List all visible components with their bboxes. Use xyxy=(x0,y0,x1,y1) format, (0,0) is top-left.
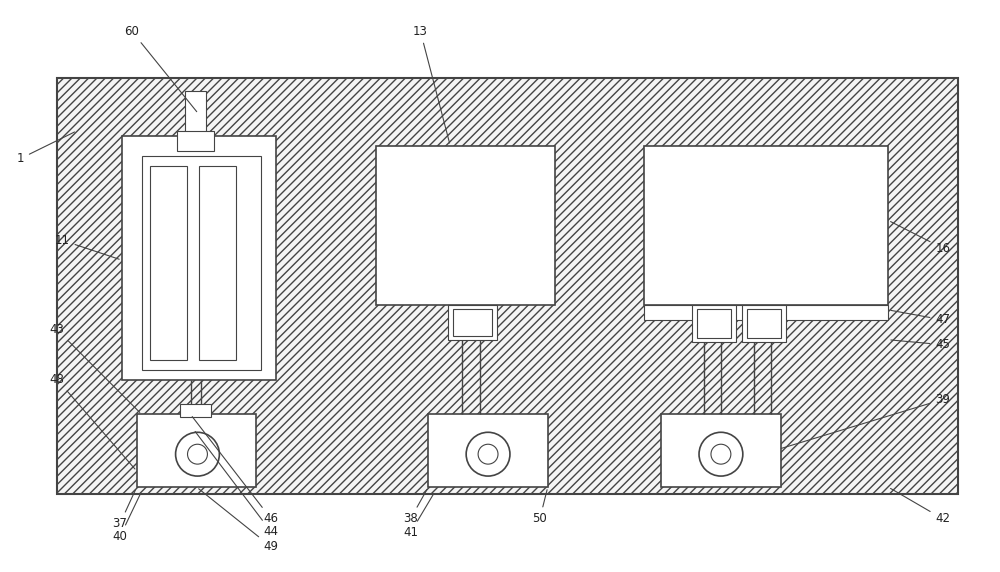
Text: 40: 40 xyxy=(112,494,141,543)
Bar xyxy=(137,414,256,487)
Text: 47: 47 xyxy=(891,311,950,327)
Bar xyxy=(697,309,731,337)
Bar xyxy=(448,305,497,340)
Circle shape xyxy=(711,444,731,464)
Bar xyxy=(644,146,888,305)
Bar xyxy=(742,305,786,341)
Bar xyxy=(644,305,888,320)
Bar xyxy=(453,309,492,336)
Bar xyxy=(661,414,781,487)
Text: 13: 13 xyxy=(413,25,450,143)
Bar xyxy=(376,146,555,305)
Text: 43: 43 xyxy=(50,323,140,412)
Bar xyxy=(428,414,548,487)
Bar xyxy=(57,78,958,494)
Text: 49: 49 xyxy=(199,488,279,553)
Text: 44: 44 xyxy=(195,431,279,538)
Circle shape xyxy=(478,444,498,464)
Bar xyxy=(180,404,211,418)
Text: 46: 46 xyxy=(192,416,279,525)
Bar xyxy=(747,309,781,337)
Bar xyxy=(185,91,206,141)
Bar xyxy=(150,165,187,360)
Text: 42: 42 xyxy=(891,488,950,525)
Text: 16: 16 xyxy=(891,221,950,255)
Circle shape xyxy=(176,432,219,476)
Text: 1: 1 xyxy=(17,132,75,165)
Text: 45: 45 xyxy=(891,338,950,351)
Bar xyxy=(142,156,261,370)
Text: 37: 37 xyxy=(112,490,136,530)
Text: 60: 60 xyxy=(124,25,197,112)
Text: 50: 50 xyxy=(532,490,547,525)
Text: 11: 11 xyxy=(55,234,119,259)
Bar xyxy=(177,131,214,150)
Circle shape xyxy=(699,432,743,476)
Bar xyxy=(692,305,736,341)
Circle shape xyxy=(188,444,207,464)
Bar xyxy=(199,165,236,360)
Text: 48: 48 xyxy=(50,373,135,469)
Text: 39: 39 xyxy=(781,393,950,448)
Text: 41: 41 xyxy=(403,494,434,539)
Circle shape xyxy=(466,432,510,476)
Bar xyxy=(122,136,276,380)
Text: 38: 38 xyxy=(403,490,427,525)
